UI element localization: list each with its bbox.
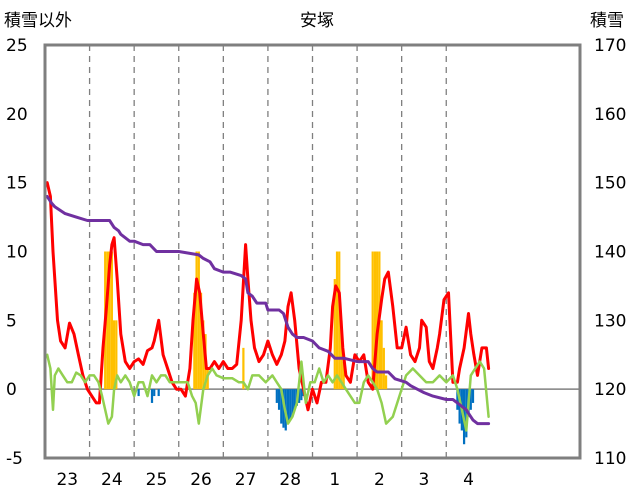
bar-0-17 [340, 320, 343, 390]
bar-0-14 [333, 279, 336, 390]
bar-1-15 [300, 389, 303, 401]
bar-0-16 [338, 251, 341, 390]
series-line-0 [45, 181, 491, 412]
bar-0-19 [371, 251, 374, 390]
bar-1-1 [150, 389, 154, 403]
left-y-tick-label-3: 10 [6, 243, 28, 263]
bar-0-10 [202, 320, 205, 390]
bar-0-23 [380, 320, 383, 390]
x-tick-label-0: 23 [56, 470, 78, 490]
bar-1-11 [291, 389, 294, 417]
bar-0-24 [382, 347, 385, 390]
bar-0-4 [112, 320, 116, 390]
bar-0-13 [242, 347, 245, 390]
left-y-tick-label-6: 25 [6, 36, 28, 56]
right-y-tick-label-1: 120 [594, 380, 626, 400]
bar-0-18 [342, 361, 345, 390]
bar-0-8 [197, 251, 200, 390]
bar-0-9 [199, 292, 203, 390]
bar-0-2 [108, 251, 111, 390]
bar-1-3 [157, 389, 160, 397]
bar-0-3 [110, 251, 113, 390]
bar-1-4 [275, 389, 278, 403]
bar-1-0 [137, 389, 140, 397]
plot-frame [43, 43, 582, 460]
x-tick-label-7: 2 [374, 470, 385, 490]
right-y-tick-label-6: 170 [594, 36, 626, 56]
left-y-tick-label-2: 5 [6, 311, 17, 331]
x-tick-label-6: 1 [329, 470, 340, 490]
bar-0-1 [106, 251, 109, 390]
right-y-tick-label-3: 140 [594, 243, 626, 263]
bar-1-5 [277, 389, 281, 410]
bar-0-7 [195, 251, 198, 390]
bar-0-5 [115, 320, 118, 390]
bar-1-17 [456, 389, 459, 410]
x-tick-label-9: 4 [463, 470, 474, 490]
bar-0-25 [384, 375, 388, 390]
right-y-tick-label-2: 130 [594, 311, 626, 331]
bar-0-20 [373, 251, 377, 390]
chart-title: 安塚 [300, 11, 334, 31]
right-y-tick-label-0: 110 [594, 449, 626, 469]
x-tick-label-4: 27 [235, 470, 257, 490]
bar-1-14 [298, 389, 301, 403]
right-y-tick-label-4: 150 [594, 174, 626, 194]
right-axis-title: 積雪 [590, 11, 624, 31]
x-tick-label-8: 3 [419, 470, 430, 490]
left-axis-title: 積雪以外 [4, 11, 72, 31]
bar-1-23 [469, 389, 472, 410]
left-y-tick-label-1: 0 [6, 380, 17, 400]
bar-1-12 [293, 389, 296, 410]
left-y-tick-label-4: 15 [6, 174, 28, 194]
bar-1-2 [153, 389, 156, 397]
series-line-2 [45, 194, 491, 426]
bar-1-24 [471, 389, 475, 403]
bar-1-9 [286, 389, 290, 424]
left-y-tick-label-0: -5 [6, 449, 23, 469]
right-y-tick-label-5: 160 [594, 105, 626, 125]
bar-1-10 [289, 389, 292, 420]
series-line-1 [45, 353, 490, 432]
bar-0-15 [335, 251, 339, 390]
bar-0-21 [376, 251, 379, 390]
x-tick-label-1: 24 [101, 470, 123, 490]
x-tick-label-5: 28 [279, 470, 301, 490]
x-tick-label-2: 25 [146, 470, 168, 490]
left-y-tick-label-5: 20 [6, 105, 28, 125]
x-tick-label-3: 26 [190, 470, 212, 490]
bar-0-6 [193, 292, 196, 390]
bar-1-21 [465, 389, 468, 438]
bar-1-6 [280, 389, 283, 424]
